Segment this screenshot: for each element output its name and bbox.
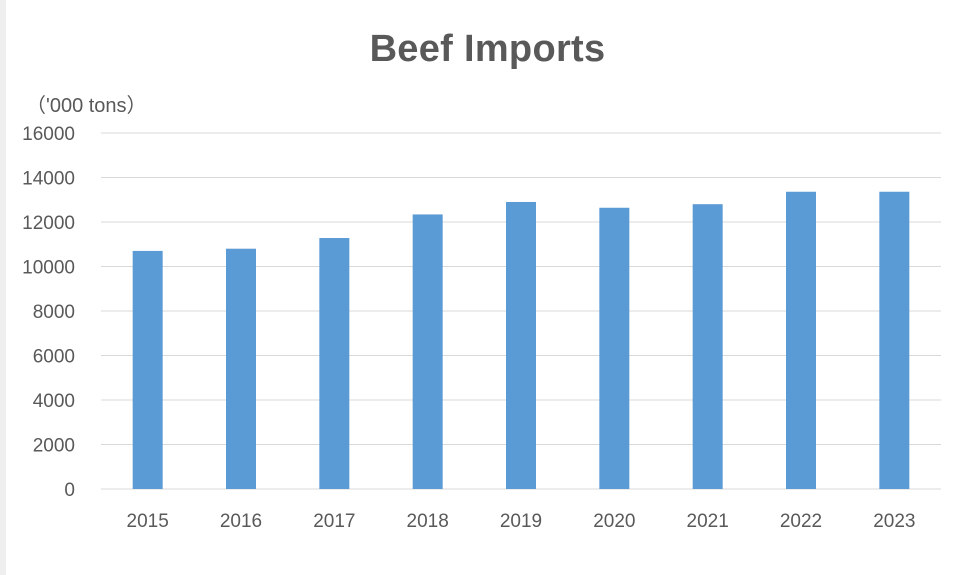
bar-2023 (879, 191, 910, 490)
x-tick-label: 2015 (127, 511, 169, 532)
bar-2018 (412, 214, 443, 489)
x-tick-label: 2021 (687, 511, 729, 532)
y-tick-label: 12000 (22, 213, 75, 234)
y-tick-label: 10000 (22, 258, 75, 279)
y-tick-label: 16000 (22, 124, 75, 145)
chart-plot: 16000 14000 12000 10000 8000 6000 4000 2000 0 201… (22, 124, 941, 532)
unit-label: （'000 tons） (26, 95, 147, 117)
bar-2017 (319, 238, 350, 489)
y-tick-label: 6000 (33, 347, 75, 368)
y-tick-label: 2000 (33, 436, 75, 457)
y-tick-label: 4000 (33, 391, 75, 412)
chart-title: Beef Imports (369, 28, 606, 70)
x-tick-label: 2020 (593, 511, 635, 532)
y-tick-label: 0 (64, 480, 75, 501)
x-tick-label: 2022 (780, 511, 822, 532)
x-tick-label: 2016 (220, 511, 262, 532)
bar-2022 (786, 191, 816, 490)
x-tick-label: 2018 (407, 511, 449, 532)
bar-2015 (132, 250, 163, 489)
bar-2016 (226, 248, 256, 489)
bar-2020 (599, 207, 630, 489)
bar-2021 (692, 204, 723, 489)
x-tick-label: 2019 (500, 511, 542, 532)
y-tick-label: 8000 (33, 302, 75, 323)
x-tick-label: 2023 (873, 511, 915, 532)
bar-2019 (506, 201, 536, 489)
x-tick-label: 2017 (313, 511, 355, 532)
y-tick-label: 14000 (22, 169, 75, 190)
